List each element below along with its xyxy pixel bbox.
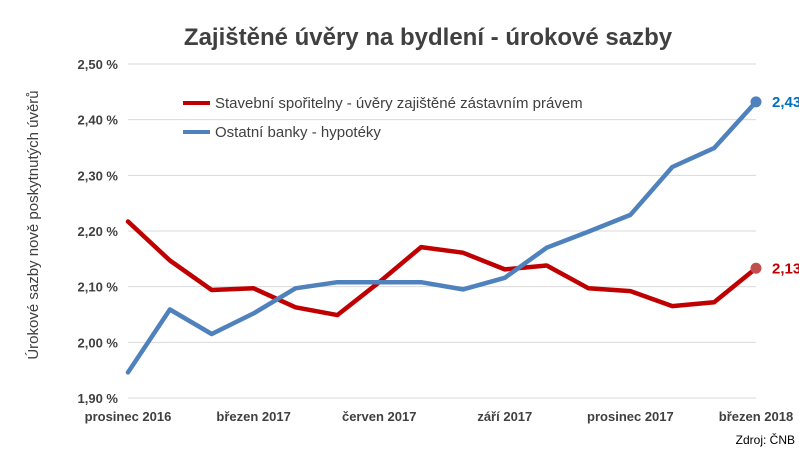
chart-title: Zajištěné úvěry na bydlení - úrokové saz… — [184, 24, 673, 51]
gridlines — [128, 63, 756, 399]
x-tick-label: červen 2017 — [342, 409, 416, 424]
series-lines — [125, 99, 759, 375]
series-line-1 — [125, 99, 759, 375]
x-tick-label: prosinec 2017 — [587, 409, 674, 424]
end-value-label: 2,13% — [772, 260, 799, 277]
y-tick-label: 2,40 % — [78, 113, 119, 128]
y-tick-label: 2,00 % — [78, 335, 119, 350]
y-tick-label: 2,10 % — [78, 280, 119, 295]
end-value-label: 2,43% — [772, 94, 799, 111]
legend-label-stavebni-sporitelny: Stavební spořitelny - úvěry zajištěné zá… — [215, 95, 583, 112]
x-tick-label: prosinec 2016 — [85, 409, 172, 424]
y-tick-label: 2,20 % — [78, 224, 119, 239]
y-tick-label: 1,90 % — [78, 391, 119, 406]
source-note: Zdroj: ČNB — [736, 432, 795, 447]
end-point-marker — [750, 262, 762, 274]
y-axis-ticks: 1,90 % 2,00 % 2,10 % 2,20 % 2,30 % 2,40 % 2,50… — [78, 57, 119, 406]
y-axis-label: Úrokové sazby nově poskytnutých úvěrů — [25, 90, 42, 359]
x-tick-label: březen 2018 — [719, 409, 793, 424]
x-axis-ticks: prosinec 2016 březen 2017 červen 2017 září … — [85, 409, 794, 424]
legend: Stavební spořitelny - úvěry zajištěné zá… — [183, 95, 583, 141]
x-tick-label: září 2017 — [477, 409, 532, 424]
y-tick-label: 2,30 % — [78, 168, 119, 183]
end-markers: 2,13% 2,43% — [750, 94, 799, 277]
series-line-0 — [125, 219, 759, 318]
y-tick-label: 2,50 % — [78, 57, 119, 72]
end-point-marker — [750, 96, 762, 108]
x-tick-label: březen 2017 — [216, 409, 290, 424]
legend-label-ostatni-banky: Ostatní banky - hypotéky — [215, 124, 381, 141]
